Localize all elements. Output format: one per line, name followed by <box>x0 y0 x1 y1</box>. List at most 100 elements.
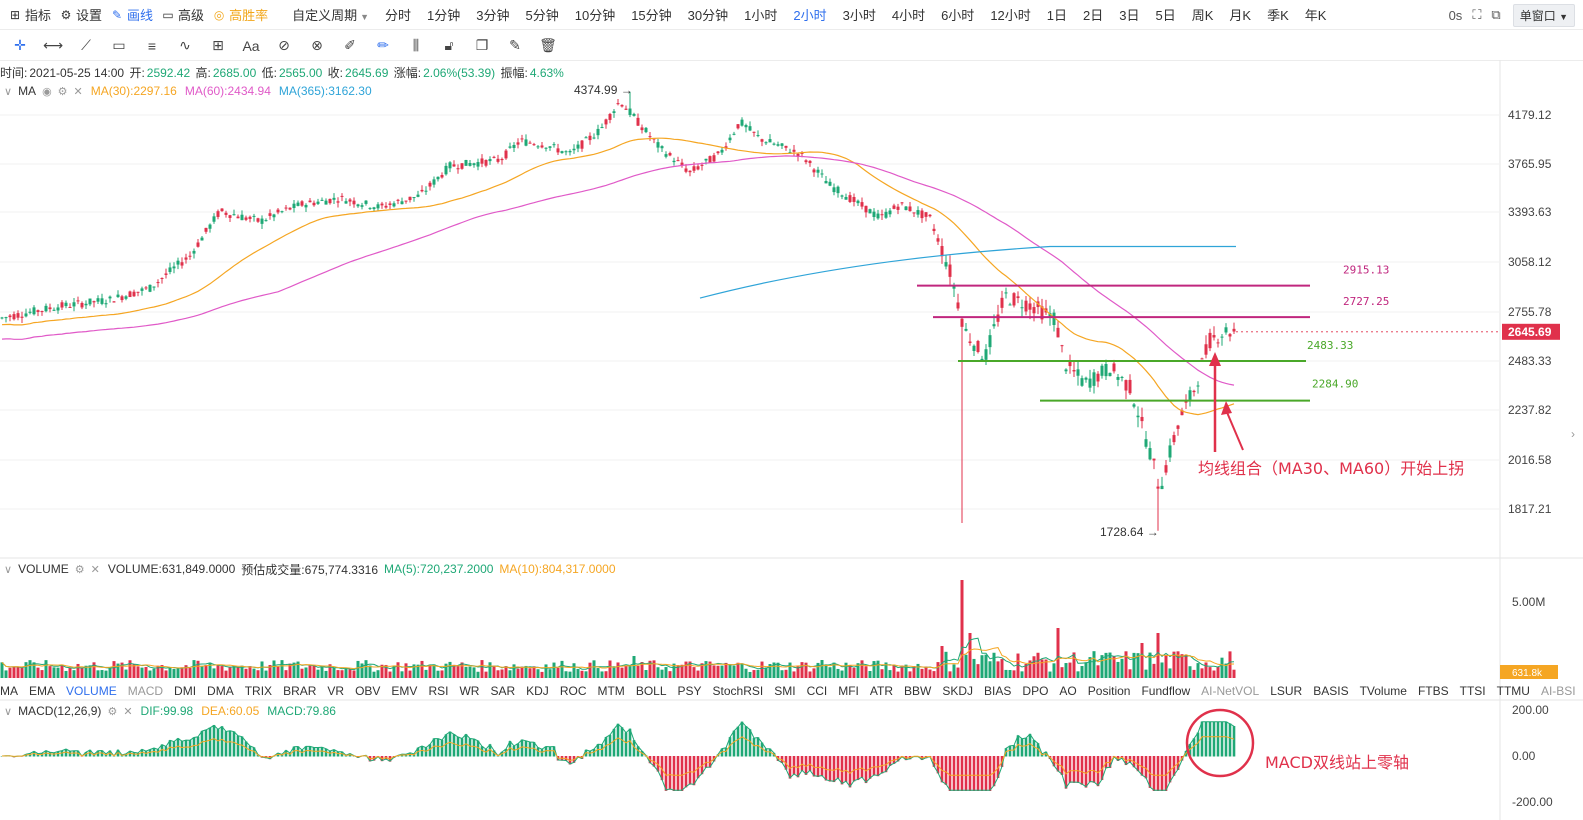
indicator-tab-mfi[interactable]: MFI <box>838 684 859 698</box>
horizontal-line-icon[interactable]: ⟷ <box>42 37 64 53</box>
close-icon[interactable]: ✕ <box>90 563 100 576</box>
chevron-down-icon[interactable]: ∨ <box>4 705 13 718</box>
indicator-tab-bias[interactable]: BIAS <box>984 684 1012 698</box>
indicator-tab-mtm[interactable]: MTM <box>597 684 625 698</box>
period-item[interactable]: 2日 <box>1083 8 1104 23</box>
indicator-tab-smi[interactable]: SMI <box>774 684 796 698</box>
chevron-right-icon[interactable]: › <box>1571 427 1575 441</box>
indicator-tab-ttsi[interactable]: TTSI <box>1459 684 1486 698</box>
period-item[interactable]: 30分钟 <box>687 8 729 23</box>
period-item[interactable]: 周K <box>1191 8 1214 23</box>
indicator-tab-emv[interactable]: EMV <box>391 684 418 698</box>
crosshair-icon[interactable]: ✛ <box>14 37 26 53</box>
volume-bar <box>488 662 492 678</box>
indicator-tab-obv[interactable]: OBV <box>355 684 381 698</box>
period-item[interactable]: 3小时 <box>842 8 876 23</box>
indicator-tab-kdj[interactable]: KDJ <box>526 684 549 698</box>
period-item[interactable]: 1小时 <box>744 8 778 23</box>
indicator-tab-stochrsi[interactable]: StochRSI <box>712 684 764 698</box>
indicator-tab-vr[interactable]: VR <box>327 684 345 698</box>
lock-icon[interactable]: 🔓︎ <box>444 37 454 53</box>
period-item[interactable]: 10分钟 <box>574 8 616 23</box>
screenshot-icon[interactable]: ⧉ <box>1491 7 1501 22</box>
period-item[interactable]: 1分钟 <box>427 8 461 23</box>
rectangle-icon[interactable]: ▭ <box>112 37 126 53</box>
indicator-tab-position[interactable]: Position <box>1087 684 1131 698</box>
advanced-button[interactable]: ▭ 高级 <box>162 7 205 24</box>
period-item[interactable]: 1日 <box>1046 8 1068 23</box>
eye-icon[interactable]: ◉ <box>42 85 52 98</box>
fib-icon[interactable]: ⊘ <box>278 37 290 53</box>
measure-icon[interactable]: ⊞ <box>212 37 224 53</box>
indicator-tab-roc[interactable]: ROC <box>559 684 587 698</box>
period-item[interactable]: 3分钟 <box>476 8 510 23</box>
chevron-down-icon[interactable]: ∨ <box>4 85 13 98</box>
indicator-tab-bbw[interactable]: BBW <box>904 684 932 698</box>
indicator-tab-lsur[interactable]: LSUR <box>1270 684 1303 698</box>
indicator-tab-dpo[interactable]: DPO <box>1022 684 1049 698</box>
settings-button[interactable]: ⚙ 设置 <box>60 7 103 24</box>
chevron-down-icon[interactable]: ∨ <box>4 563 13 576</box>
candle-icon[interactable]: ⫼ <box>412 37 420 53</box>
indicator-tab-ma[interactable]: MA <box>0 684 18 698</box>
close-icon[interactable]: ✕ <box>123 705 133 718</box>
volume-bar <box>468 666 472 678</box>
trash-icon[interactable]: 🗑︎ <box>539 37 557 53</box>
window-mode-dropdown[interactable]: 单窗口 ▼ <box>1512 3 1575 27</box>
text-icon[interactable]: Aa <box>242 37 260 54</box>
indicator-tab-macd[interactable]: MACD <box>127 684 164 698</box>
close-icon[interactable]: ✕ <box>73 85 83 98</box>
indicator-tab-wr[interactable]: WR <box>459 684 480 698</box>
indicator-tab-ai-netvol[interactable]: AI-NetVOL <box>1201 684 1260 698</box>
period-item[interactable]: 15分钟 <box>631 8 672 23</box>
period-item[interactable]: 6小时 <box>941 8 975 23</box>
period-item[interactable]: 4小时 <box>891 8 926 23</box>
indicator-tab-brar[interactable]: BRAR <box>283 684 317 698</box>
brush-icon[interactable]: ✏ <box>377 37 389 53</box>
ruler-icon[interactable]: ✐ <box>344 37 356 53</box>
high-winrate-button[interactable]: ◎ 高胜率 <box>213 7 269 24</box>
indicator-tab-cci[interactable]: CCI <box>806 684 828 698</box>
period-item[interactable]: 3日 <box>1119 8 1140 23</box>
trend-line-icon[interactable]: ⟋ <box>81 37 91 53</box>
indicator-tab-trix[interactable]: TRIX <box>244 684 273 698</box>
pattern-icon[interactable]: ⊗ <box>311 37 323 53</box>
indicator-tab-dmi[interactable]: DMI <box>174 684 197 698</box>
indicator-tab-rsi[interactable]: RSI <box>428 684 449 698</box>
period-item-active[interactable]: 2小时 <box>793 8 827 23</box>
indicator-tab-ao[interactable]: AO <box>1059 684 1077 698</box>
period-item[interactable]: 5日 <box>1155 8 1176 23</box>
indicator-button[interactable]: ⊞ 指标 <box>9 7 52 24</box>
indicator-tab-fundflow[interactable]: Fundflow <box>1141 684 1191 698</box>
indicator-tab-ema[interactable]: EMA <box>29 684 56 698</box>
indicator-tab-tvolume[interactable]: TVolume <box>1359 684 1407 698</box>
indicator-tab-sar[interactable]: SAR <box>490 684 516 698</box>
indicator-tab-atr[interactable]: ATR <box>869 684 894 698</box>
copy-icon[interactable]: ❐ <box>475 37 489 53</box>
note-icon[interactable]: ✎ <box>509 37 521 53</box>
period-item[interactable]: 分时 <box>385 8 412 23</box>
chart-canvas[interactable]: 4179.12 3765.95 3393.63 3058.12 2755.78 2483.… <box>0 60 1583 820</box>
indicator-tab-ttmu[interactable]: TTMU <box>1496 684 1530 698</box>
indicator-tab-ai-bsi[interactable]: AI-BSI <box>1540 684 1576 698</box>
gear-icon[interactable]: ⚙ <box>107 705 118 718</box>
gear-icon[interactable]: ⚙ <box>57 85 68 98</box>
indicator-tab-dma[interactable]: DMA <box>207 684 234 698</box>
indicator-tab-skdj[interactable]: SKDJ <box>942 684 974 698</box>
period-item[interactable]: 12小时 <box>990 8 1031 23</box>
indicator-tab-boll[interactable]: BOLL <box>635 684 667 698</box>
period-item[interactable]: 月K <box>1229 8 1252 23</box>
indicator-tab-volume[interactable]: VOLUME <box>66 684 117 698</box>
custom-period-dropdown[interactable]: 自定义周期 ▼ <box>292 8 370 23</box>
indicator-tab-psy[interactable]: PSY <box>677 684 702 698</box>
period-item[interactable]: 季K <box>1267 8 1289 23</box>
indicator-tab-basis[interactable]: BASIS <box>1313 684 1349 698</box>
fullscreen-icon[interactable]: ⛶ <box>1472 7 1482 22</box>
period-item[interactable]: 年K <box>1304 8 1327 23</box>
period-item[interactable]: 5分钟 <box>525 8 559 23</box>
draw-line-button[interactable]: ✎ 画线 <box>112 7 154 24</box>
indicator-tab-ftbs[interactable]: FTBS <box>1417 684 1449 698</box>
parallel-channel-icon[interactable]: ≡ <box>147 37 157 54</box>
gear-icon[interactable]: ⚙ <box>74 563 85 576</box>
wave-icon[interactable]: ∿ <box>179 37 191 53</box>
